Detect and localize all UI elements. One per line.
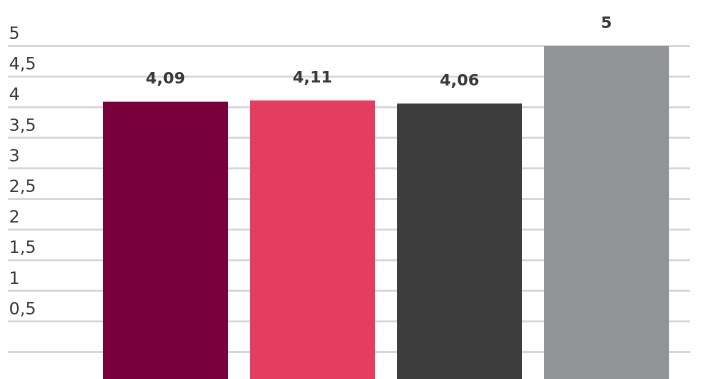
y-axis-tick-labels: 0,5 1 1,5 2 2,5 3 3,5 4 4,5 5 [9, 24, 36, 319]
bar-value-label: 4,06 [440, 71, 479, 90]
y-tick-label: 2,5 [9, 177, 36, 197]
y-tick-label: 5 [9, 24, 20, 44]
bar [103, 101, 228, 379]
y-tick-label: 3 [9, 146, 20, 166]
y-tick-label: 1 [9, 269, 20, 289]
y-tick-label: 4,5 [9, 55, 36, 75]
bar [397, 103, 522, 379]
bars [103, 46, 669, 379]
y-tick-label: 4 [9, 85, 20, 105]
bar-value-label: 5 [601, 13, 612, 32]
bar-value-label: 4,11 [293, 67, 332, 86]
y-tick-label: 0,5 [9, 299, 36, 319]
data-labels: 4,09 4,11 4,06 5 [146, 13, 612, 90]
bar-value-label: 4,09 [146, 69, 185, 88]
bar [544, 46, 669, 379]
bar [250, 100, 375, 379]
y-tick-label: 3,5 [9, 116, 36, 136]
y-tick-label: 1,5 [9, 238, 36, 258]
y-tick-label: 2 [9, 208, 20, 228]
